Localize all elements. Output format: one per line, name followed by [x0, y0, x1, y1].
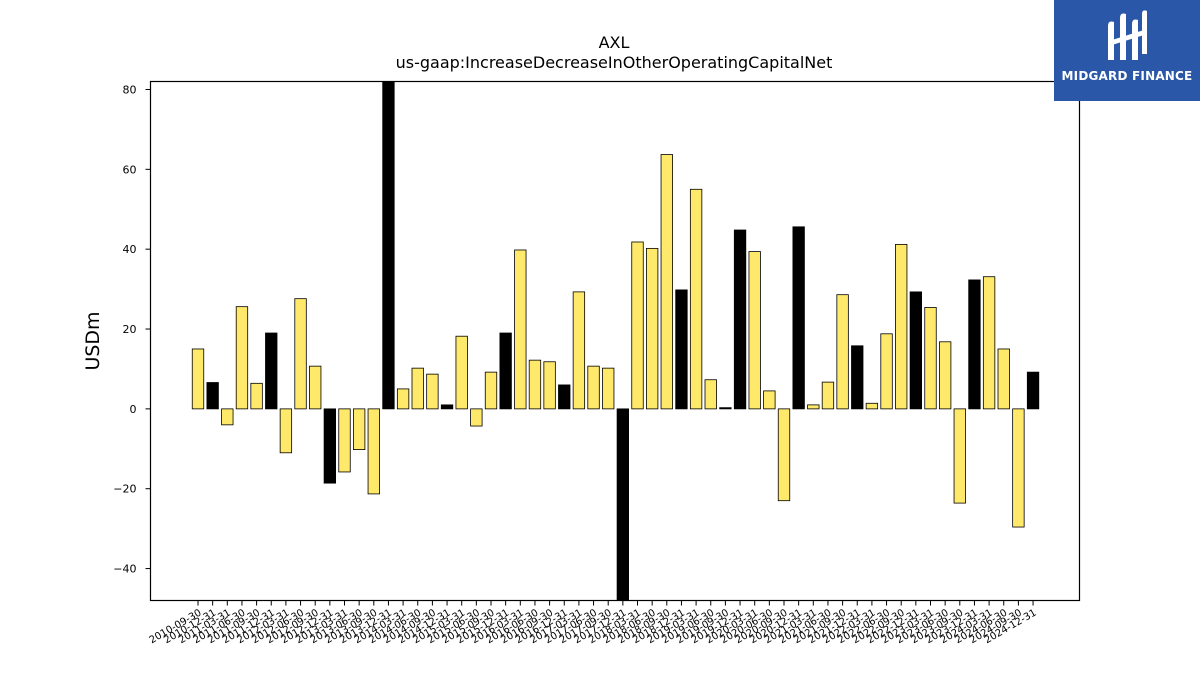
bar: [1012, 408, 1025, 528]
chart-title: AXL: [599, 33, 630, 52]
brand-logo: MIDGARD FINANCE: [1054, 0, 1200, 101]
bar: [602, 367, 615, 410]
bar: [733, 229, 747, 410]
y-axis-label: USDm: [82, 311, 104, 370]
bar: [279, 408, 293, 454]
bar: [1026, 371, 1040, 410]
y-tick-label: 60: [123, 163, 137, 176]
bar: [367, 408, 380, 495]
bar: [382, 81, 395, 410]
bar: [294, 298, 307, 410]
bar: [763, 390, 776, 410]
bar: [982, 276, 996, 410]
bar: [440, 404, 454, 410]
bar: [748, 251, 761, 410]
brand-name: MIDGARD FINANCE: [1061, 69, 1193, 83]
bar: [895, 243, 908, 410]
bar: [455, 335, 468, 410]
y-tick-label: 80: [123, 83, 137, 96]
bar: [997, 348, 1010, 410]
bar: [514, 249, 527, 410]
bar: [528, 359, 542, 410]
bar: [221, 408, 234, 426]
bar: [719, 407, 732, 410]
bar: [821, 381, 835, 410]
bar: [352, 408, 366, 450]
y-axis-ticks: −40 −20 0 20 40 60 80: [113, 83, 151, 576]
bar: [309, 365, 322, 410]
bar: [499, 332, 512, 410]
bar: [851, 345, 864, 410]
bar: [338, 408, 351, 473]
bar: [939, 341, 952, 410]
y-tick-label: 0: [130, 403, 137, 416]
x-axis-ticks: 2010-09-302010-12-312011-03-312011-06-30…: [148, 600, 1039, 646]
bar: [191, 348, 205, 410]
bar: [792, 226, 805, 410]
chart-subtitle: us-gaap:IncreaseDecreaseInOtherOperating…: [396, 53, 833, 72]
bar: [206, 382, 219, 410]
bar: [396, 388, 410, 410]
bar: [235, 306, 249, 410]
plot-frame: [149, 80, 1081, 602]
bar: [543, 361, 556, 410]
bar: [426, 373, 439, 410]
bar: [968, 279, 981, 410]
bar: [470, 408, 483, 427]
midgard-logo-icon: [1108, 10, 1147, 60]
bar: [646, 247, 659, 410]
y-tick-label: −20: [113, 483, 136, 496]
bar: [250, 382, 263, 410]
bar: [953, 408, 966, 504]
bars: [191, 81, 1040, 601]
bar: [836, 294, 849, 410]
bar: [689, 188, 703, 410]
bar: [704, 379, 717, 410]
bar: [411, 367, 424, 410]
bar: [807, 404, 820, 410]
bar: [660, 154, 673, 410]
bar: [484, 371, 498, 410]
y-tick-label: 20: [123, 323, 137, 336]
bar: [631, 241, 644, 410]
bar: [924, 307, 937, 410]
y-tick-label: −40: [113, 563, 136, 576]
bar: [880, 333, 893, 410]
bar: [675, 289, 688, 410]
bar: [323, 408, 337, 484]
bar: [777, 408, 791, 502]
bar: [587, 365, 600, 410]
bar: [865, 402, 879, 410]
bar: [616, 408, 629, 601]
bar: [572, 291, 586, 410]
y-tick-label: 40: [123, 243, 137, 256]
bar: [558, 384, 571, 410]
bar: [265, 332, 278, 410]
bar: [909, 291, 922, 410]
